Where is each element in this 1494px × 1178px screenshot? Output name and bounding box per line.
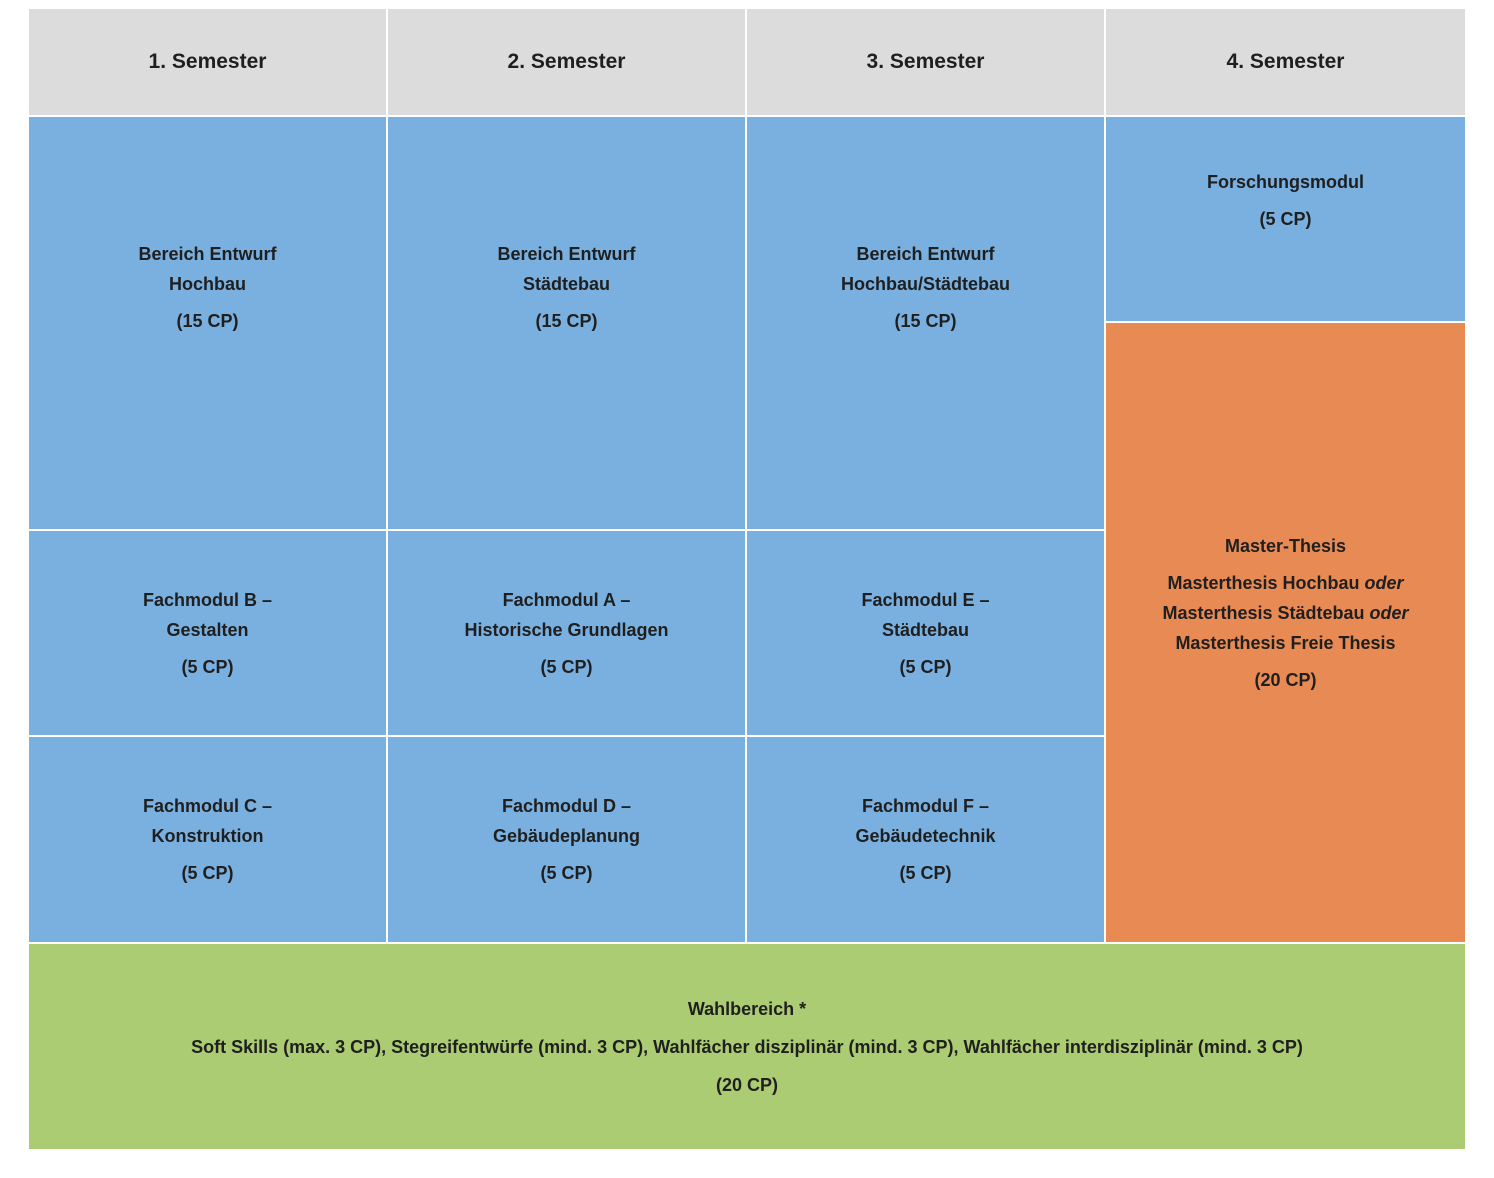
module-credits: (15 CP) (535, 310, 598, 331)
module-credits: (5 CP) (899, 656, 952, 677)
thesis-connector: oder (1369, 602, 1409, 623)
module-title: Forschungsmodul (1207, 171, 1364, 192)
semester-3-header: 3. Semester (747, 9, 1104, 115)
module-fach-b: Fachmodul B – Gestalten (5 CP) (29, 531, 386, 735)
module-fach-a: Fachmodul A – Historische Grundlagen (5 … (388, 531, 745, 735)
module-subtitle: Hochbau/Städtebau (840, 273, 1010, 294)
module-subtitle: Gebäudeplanung (492, 826, 640, 846)
module-subtitle: Gebäudetechnik (855, 826, 996, 846)
module-subtitle: Historische Grundlagen (464, 619, 669, 640)
semester-2-label: 2. Semester (507, 50, 626, 73)
semester-4-header: 4. Semester (1106, 9, 1465, 115)
module-title: Bereich Entwurf (856, 243, 995, 264)
thesis-connector: oder (1364, 572, 1404, 593)
module-credits: (15 CP) (176, 310, 239, 331)
module-subtitle: Hochbau (168, 273, 246, 294)
module-subtitle: Städtebau (881, 619, 969, 640)
module-title: Fachmodul C – (142, 796, 272, 816)
module-entwurf-hochbau: Bereich Entwurf Hochbau (15 CP) (29, 117, 386, 529)
wahlbereich-block: Wahlbereich * Soft Skills (max. 3 CP), S… (29, 944, 1465, 1149)
module-credits: (5 CP) (181, 656, 234, 677)
wahlbereich-description: Soft Skills (max. 3 CP), Stegreifentwürf… (191, 1036, 1303, 1057)
semester-3-label: 3. Semester (866, 50, 985, 73)
module-title: Fachmodul F – (861, 796, 989, 816)
module-title: Fachmodul D – (501, 796, 631, 816)
module-master-thesis: Master-Thesis Masterthesis Hochbau oder … (1106, 323, 1465, 942)
thesis-option-hochbau: Masterthesis Hochbau oder (1167, 572, 1404, 593)
module-title: Bereich Entwurf (497, 243, 636, 264)
thesis-credits: (20 CP) (1254, 669, 1317, 690)
thesis-option-staedtebau: Masterthesis Städtebau oder (1162, 602, 1409, 623)
module-fach-f: Fachmodul F – Gebäudetechnik (5 CP) (747, 737, 1104, 942)
module-forschungsmodul: Forschungsmodul (5 CP) (1106, 117, 1465, 321)
study-plan-grid: 1. Semester 2. Semester 3. Semester 4. S… (29, 9, 1465, 1152)
module-credits: (5 CP) (181, 863, 234, 883)
semester-2-header: 2. Semester (388, 9, 745, 115)
module-entwurf-staedtebau: Bereich Entwurf Städtebau (15 CP) (388, 117, 745, 529)
semester-1-label: 1. Semester (148, 50, 267, 73)
module-fach-c: Fachmodul C – Konstruktion (5 CP) (29, 737, 386, 942)
module-fach-d: Fachmodul D – Gebäudeplanung (5 CP) (388, 737, 745, 942)
module-title: Fachmodul A – (502, 589, 631, 610)
module-credits: (5 CP) (1259, 208, 1312, 229)
wahlbereich-title: Wahlbereich * (687, 998, 807, 1019)
module-title: Bereich Entwurf (138, 243, 277, 264)
module-subtitle: Konstruktion (151, 826, 264, 846)
semester-4-label: 4. Semester (1226, 50, 1345, 73)
thesis-option-freie: Masterthesis Freie Thesis (1175, 632, 1396, 653)
module-entwurf-hochbau-staedtebau: Bereich Entwurf Hochbau/Städtebau (15 CP… (747, 117, 1104, 529)
module-title: Fachmodul B – (142, 589, 272, 610)
module-subtitle: Städtebau (522, 273, 610, 294)
module-credits: (15 CP) (894, 310, 957, 331)
semester-1-header: 1. Semester (29, 9, 386, 115)
module-credits: (5 CP) (540, 863, 593, 883)
module-title: Fachmodul E – (861, 589, 990, 610)
thesis-title: Master-Thesis (1224, 535, 1347, 556)
wahlbereich-credits: (20 CP) (715, 1074, 778, 1095)
module-fach-e: Fachmodul E – Städtebau (5 CP) (747, 531, 1104, 735)
module-credits: (5 CP) (540, 656, 593, 677)
module-subtitle: Gestalten (166, 619, 249, 640)
module-credits: (5 CP) (899, 863, 952, 883)
